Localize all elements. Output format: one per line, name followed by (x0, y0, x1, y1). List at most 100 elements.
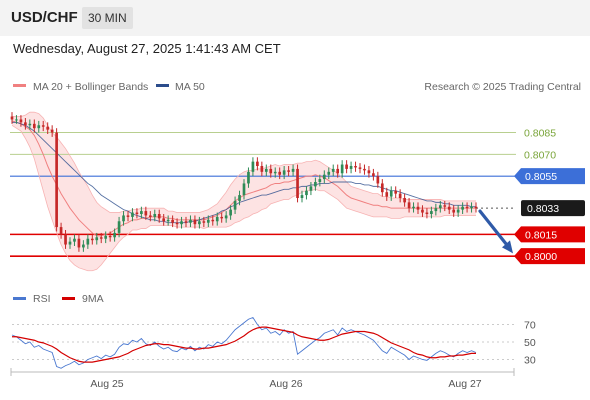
candle-body-47 (220, 216, 224, 219)
candle-body-94 (430, 211, 433, 214)
bollinger-legend-label: MA 20 + Bollinger Bands (33, 81, 148, 93)
candle-body-84 (385, 192, 389, 197)
ma50-line (12, 121, 476, 224)
candle-body-85 (389, 190, 393, 197)
candle-body-39 (184, 221, 188, 223)
candle-body-73 (336, 168, 340, 174)
candle-body-36 (171, 219, 174, 223)
candle-body-14 (73, 238, 76, 242)
rsi-tick-label-2: 30 (524, 355, 536, 367)
candle-body-86 (394, 190, 398, 194)
candle-body-88 (403, 198, 406, 203)
rsi-legend-label: RSI (33, 293, 51, 305)
candle-body-48 (224, 215, 228, 219)
candle-body-23 (113, 232, 116, 238)
candle-body-20 (99, 237, 103, 239)
candle-body-40 (189, 219, 192, 223)
candle-body-41 (193, 219, 197, 225)
candle-body-98 (447, 206, 451, 210)
candle-body-54 (251, 161, 255, 172)
candle-body-33 (157, 214, 161, 219)
candle-body-75 (345, 164, 348, 169)
ma50-legend-label: MA 50 (175, 81, 205, 93)
candle-body-25 (122, 215, 125, 222)
candle-body-62 (287, 170, 290, 172)
candle-body-50 (233, 200, 237, 210)
candle-body-30 (144, 211, 148, 216)
candle-body-15 (77, 238, 81, 248)
candle-body-78 (358, 167, 362, 169)
candle-body-56 (260, 166, 264, 172)
candle-body-96 (438, 205, 442, 209)
candle-body-0 (10, 116, 14, 120)
rsi-ma-legend-swatch (62, 297, 75, 300)
candle-body-31 (148, 215, 152, 217)
candle-body-63 (291, 168, 295, 172)
ma50-legend-swatch (156, 84, 169, 87)
candle-body-58 (269, 168, 273, 174)
bollinger-lower-band (11, 124, 476, 272)
candle-body-76 (349, 166, 353, 169)
rsi-ma-legend-label: 9MA (82, 293, 104, 305)
rsi-plot: 70 50 30 (11, 316, 536, 369)
support-tag-5 (514, 248, 585, 265)
candle-body-81 (372, 173, 375, 177)
symbol-label: USD/CHF (11, 9, 78, 26)
candle-body-34 (162, 218, 166, 222)
rsi-tick-label-1: 50 (524, 337, 536, 349)
candle-body-70 (322, 174, 326, 180)
candle-body-93 (425, 212, 429, 214)
candle-body-87 (398, 193, 402, 198)
candle-body-104 (474, 206, 478, 209)
candle-body-49 (229, 209, 232, 216)
candle-body-7 (41, 125, 45, 127)
candle-body-99 (452, 209, 456, 213)
candle-body-44 (206, 219, 210, 223)
candle-body-42 (198, 221, 201, 225)
candle-body-22 (108, 235, 112, 238)
candle-body-9 (50, 129, 54, 133)
candle-body-89 (407, 202, 411, 209)
bollinger-upper-band (12, 111, 476, 213)
candle-body-65 (300, 195, 304, 198)
candle-body-52 (242, 183, 246, 196)
timeframe-button[interactable]: 30 MIN (82, 7, 133, 29)
candle-body-101 (461, 206, 464, 210)
price-plot: 0.8085 0.8070 0.8055 0.8033 0.8015 0.8000 (10, 111, 585, 272)
candle-body-61 (282, 170, 286, 175)
candle-body-77 (354, 166, 357, 168)
candle-body-60 (278, 171, 282, 175)
candle-body-24 (117, 221, 121, 233)
candle-body-55 (256, 161, 259, 166)
candle-body-57 (264, 168, 268, 172)
candle-body-17 (86, 238, 90, 245)
candle-body-80 (367, 170, 371, 174)
x-tick-label-1: Aug 26 (269, 378, 302, 390)
candle-body-69 (318, 179, 322, 182)
datetime-label: Wednesday, August 27, 2025 1:41:43 AM CE… (13, 41, 281, 56)
credit-label: Research © 2025 Trading Central (424, 81, 581, 93)
level-label-2: 0.8055 (525, 171, 557, 183)
candle-body-1 (15, 119, 18, 121)
level-label-3: 0.8033 (527, 203, 559, 215)
candle-body-45 (211, 219, 215, 222)
candle-body-97 (443, 205, 447, 207)
support-tag-4 (514, 226, 585, 243)
candle-body-3 (24, 122, 27, 126)
candle-body-46 (215, 216, 219, 222)
pivot-tag-2 (514, 168, 585, 185)
candle-body-29 (140, 211, 143, 214)
candle-body-82 (376, 176, 380, 184)
candle-body-38 (180, 221, 183, 225)
candle-body-16 (82, 244, 85, 248)
candle-body-92 (421, 209, 424, 213)
header-bar: USD/CHF 30 MIN (0, 0, 590, 36)
candle-body-19 (95, 237, 99, 241)
candle-body-27 (131, 212, 134, 217)
candle-body-90 (412, 206, 415, 209)
candle-body-8 (46, 126, 50, 130)
candle-body-53 (247, 171, 250, 184)
current-price-tag (521, 200, 585, 217)
candle-body-67 (309, 186, 313, 191)
bollinger-legend-swatch (13, 84, 26, 87)
